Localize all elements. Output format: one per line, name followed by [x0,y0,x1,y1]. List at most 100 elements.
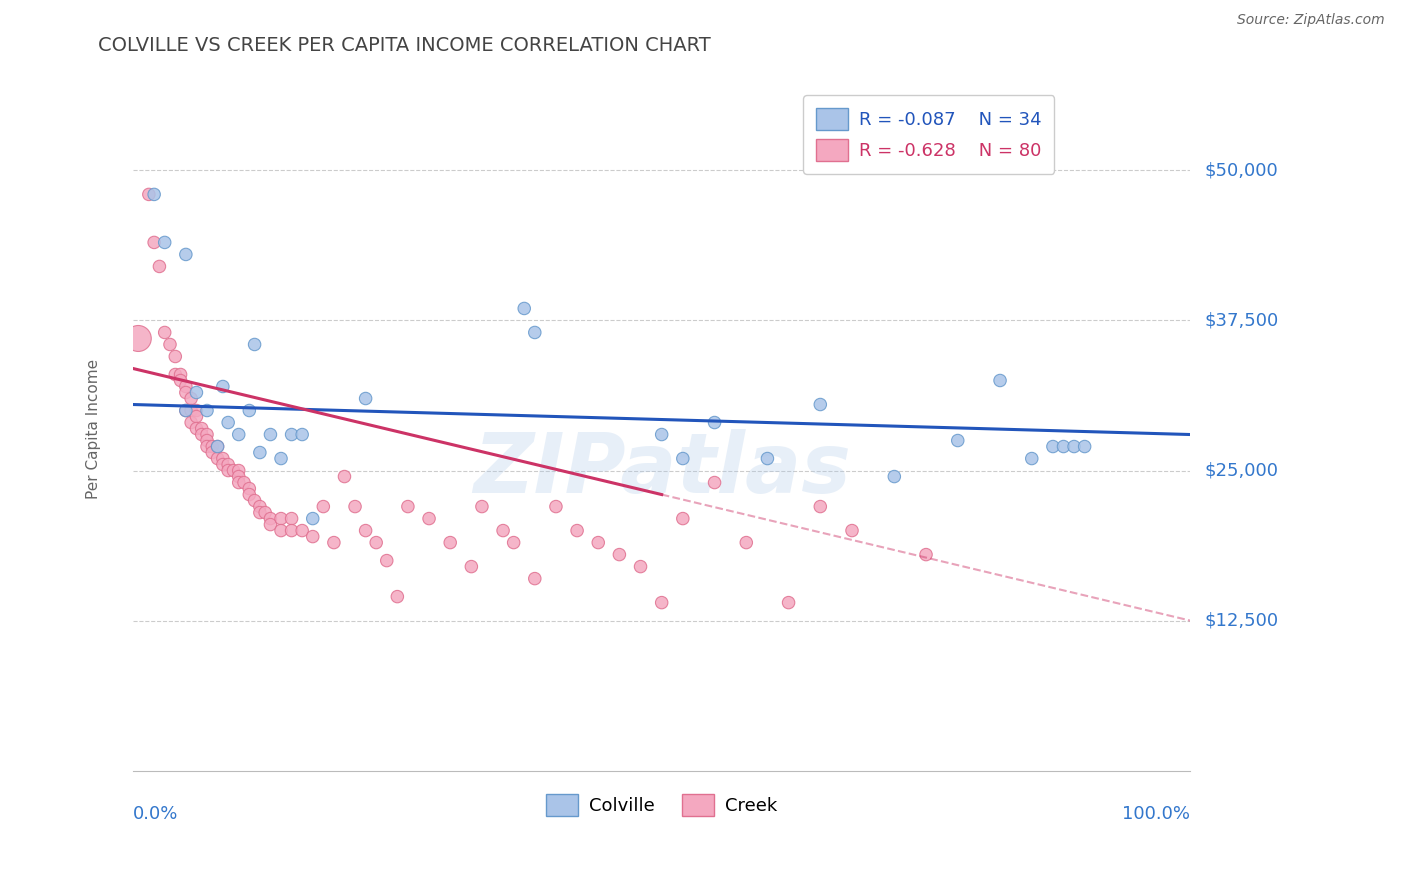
Point [190,421,212,435]
Point [586,535,609,549]
Point [280,524,302,538]
Point [808,500,831,514]
Point [186,403,208,417]
Point [180,403,202,417]
Point [217,464,239,478]
Point [159,337,181,351]
Point [513,301,536,316]
Point [190,427,212,442]
Point [174,385,197,400]
Text: ZIPatlas: ZIPatlas [472,429,851,510]
Point [195,427,218,442]
Point [153,235,176,250]
Text: 0.0%: 0.0% [134,805,179,823]
Point [270,511,292,525]
Point [169,374,191,388]
Point [143,235,166,250]
Point [301,511,323,525]
Point [778,596,800,610]
Text: Per Capita Income: Per Capita Income [86,359,101,499]
Point [174,403,197,417]
Point [471,500,494,514]
Point [201,440,224,454]
Point [201,445,224,459]
Point [207,440,229,454]
Text: 100.0%: 100.0% [1122,805,1191,823]
Point [228,475,250,490]
Point [841,524,863,538]
Text: $37,500: $37,500 [1205,311,1278,329]
Point [186,409,208,424]
Point [243,337,266,351]
Point [207,451,229,466]
Point [502,535,524,549]
Point [354,524,377,538]
Point [243,493,266,508]
Point [291,524,314,538]
Text: Source: ZipAtlas.com: Source: ZipAtlas.com [1237,13,1385,28]
Point [396,500,419,514]
Point [127,331,149,345]
Point [195,403,218,417]
Point [291,427,314,442]
Point [280,427,302,442]
Point [354,392,377,406]
Legend: Colville, Creek: Colville, Creek [538,787,785,823]
Point [439,535,461,549]
Point [1063,440,1085,454]
Point [222,464,245,478]
Point [148,260,170,274]
Point [915,548,938,562]
Point [249,506,271,520]
Point [249,500,271,514]
Point [375,553,398,567]
Point [523,326,546,340]
Point [946,434,969,448]
Point [254,506,277,520]
Point [212,379,235,393]
Point [238,403,260,417]
Point [228,464,250,478]
Point [301,530,323,544]
Point [1021,451,1043,466]
Point [138,187,160,202]
Point [387,590,409,604]
Point [1042,440,1064,454]
Point [366,535,388,549]
Point [808,397,831,411]
Text: COLVILLE VS CREEK PER CAPITA INCOME CORRELATION CHART: COLVILLE VS CREEK PER CAPITA INCOME CORR… [98,36,711,54]
Point [238,487,260,501]
Point [460,559,482,574]
Point [195,434,218,448]
Point [153,326,176,340]
Point [217,458,239,472]
Point [174,403,197,417]
Point [280,511,302,525]
Point [270,451,292,466]
Point [228,469,250,483]
Text: $25,000: $25,000 [1205,461,1278,480]
Point [492,524,515,538]
Point [180,392,202,406]
Point [630,559,652,574]
Point [651,427,673,442]
Point [703,475,725,490]
Point [672,451,695,466]
Point [270,524,292,538]
Point [212,458,235,472]
Point [565,524,588,538]
Point [259,517,281,532]
Point [651,596,673,610]
Point [259,511,281,525]
Point [207,440,229,454]
Point [169,368,191,382]
Point [1052,440,1074,454]
Point [703,416,725,430]
Point [609,548,631,562]
Point [233,475,256,490]
Point [165,368,187,382]
Text: $50,000: $50,000 [1205,161,1278,179]
Point [259,427,281,442]
Point [735,535,758,549]
Point [344,500,367,514]
